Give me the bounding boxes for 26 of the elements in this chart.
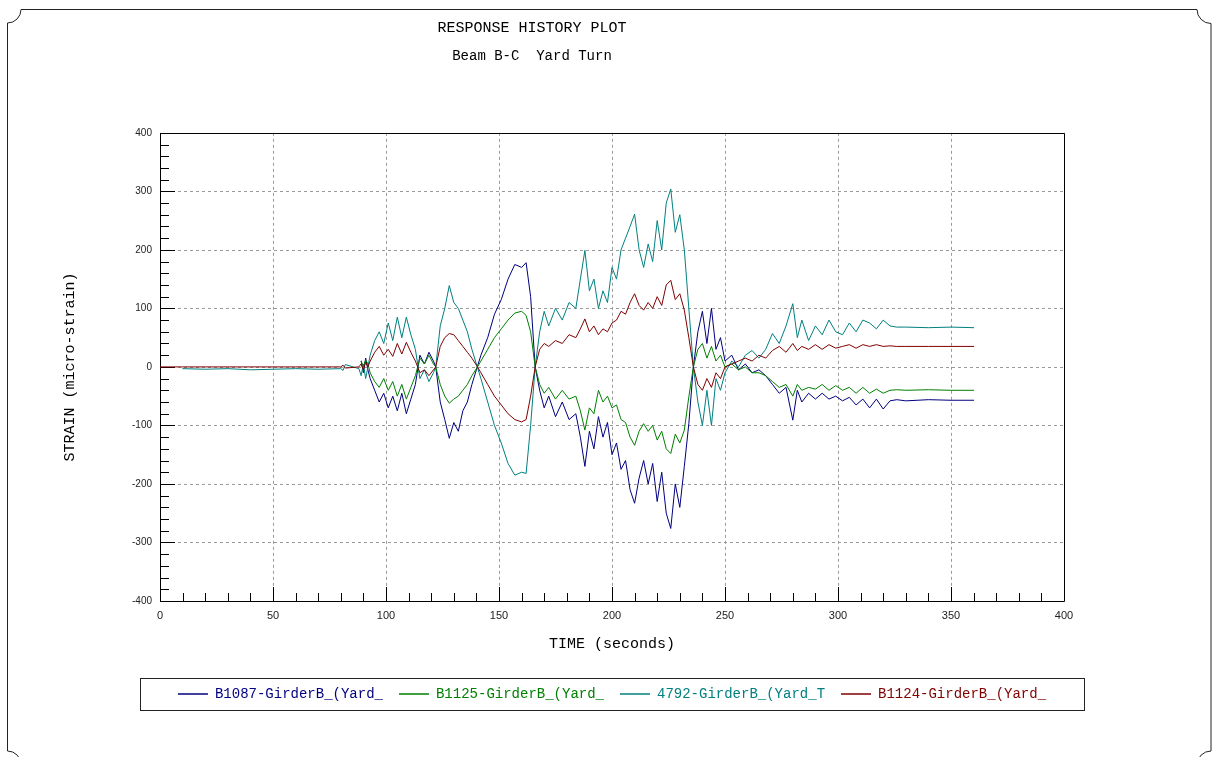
legend-label: B1125-GirderB_(Yard_ xyxy=(435,685,605,702)
y-tick-label: -200 xyxy=(131,477,153,489)
legend-label: B1087-GirderB_(Yard_ xyxy=(214,685,384,702)
y-tick-label: 0 xyxy=(146,360,153,372)
y-tick-label: -300 xyxy=(131,536,153,548)
x-tick-label: 300 xyxy=(828,608,848,621)
y-tick-label: 200 xyxy=(135,243,153,255)
y-tick-label: 100 xyxy=(135,302,153,314)
legend-label: 4792-GirderB_(Yard_T xyxy=(657,685,826,702)
x-tick-label: 150 xyxy=(489,608,509,621)
x-tick-label: 50 xyxy=(266,608,280,621)
x-axis-title: TIME (seconds) xyxy=(548,635,676,653)
x-tick-label: 0 xyxy=(156,608,164,621)
y-tick-label: -400 xyxy=(131,594,153,606)
x-tick-label: 350 xyxy=(941,608,961,621)
y-axis-title: STRAIN (micro-strain) xyxy=(61,272,79,462)
chart-subtitle: Beam B-C Yard Turn xyxy=(452,48,612,65)
x-tick-label: 100 xyxy=(376,608,396,621)
x-tick-label: 200 xyxy=(602,608,622,621)
x-tick-label: 400 xyxy=(1054,608,1074,621)
legend-label: B1124-GirderB_(Yard_ xyxy=(878,685,1047,702)
chart-title: RESPONSE HISTORY PLOT xyxy=(437,19,627,37)
x-tick-label: 250 xyxy=(715,608,735,621)
y-tick-label: 300 xyxy=(135,185,153,197)
y-tick-label: -100 xyxy=(131,419,153,431)
y-tick-label: 400 xyxy=(135,126,153,138)
